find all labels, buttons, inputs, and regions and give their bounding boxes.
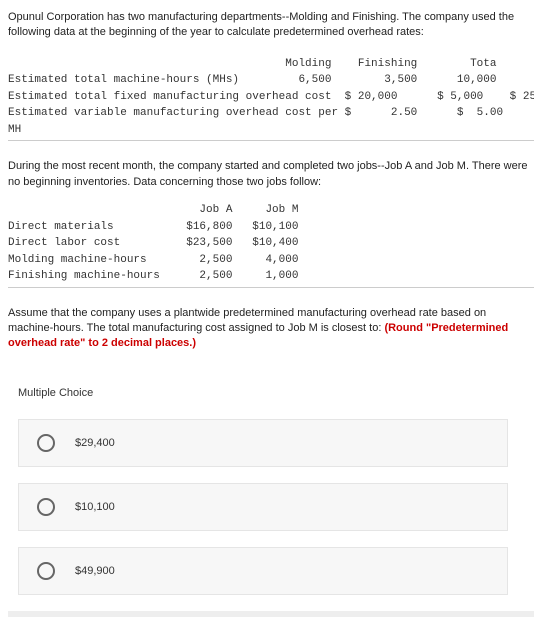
radio-icon bbox=[37, 434, 55, 452]
option-a[interactable]: $29,400 bbox=[18, 419, 508, 467]
option-c-label: $49,900 bbox=[75, 565, 115, 577]
radio-icon bbox=[37, 498, 55, 516]
footer-bar bbox=[8, 611, 534, 617]
multiple-choice-header: Multiple Choice bbox=[18, 387, 534, 399]
assumption-text: Assume that the company uses a plantwide… bbox=[8, 306, 534, 352]
radio-icon bbox=[37, 562, 55, 580]
intro-text: Opunul Corporation has two manufacturing… bbox=[8, 10, 534, 41]
option-a-label: $29,400 bbox=[75, 437, 115, 449]
option-c[interactable]: $49,900 bbox=[18, 547, 508, 595]
option-b[interactable]: $10,100 bbox=[18, 483, 508, 531]
overhead-rates-table: Molding Finishing Tota Estimated total m… bbox=[8, 56, 534, 142]
section2-text: During the most recent month, the compan… bbox=[8, 159, 534, 190]
option-b-label: $10,100 bbox=[75, 501, 115, 513]
jobs-table: Job A Job M Direct materials $16,800 $10… bbox=[8, 202, 534, 288]
